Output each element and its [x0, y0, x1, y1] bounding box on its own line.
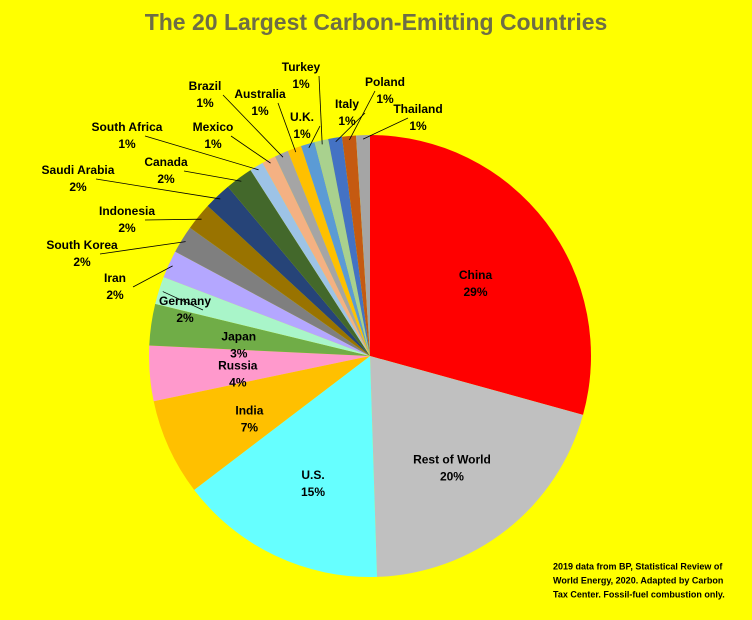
- slice-label: Russia: [218, 359, 258, 373]
- slice-label: Thailand: [393, 102, 442, 116]
- footnote: World Energy, 2020. Adapted by Carbon: [553, 575, 723, 585]
- slice-label: South Africa: [92, 120, 163, 134]
- pie-slice: [149, 345, 370, 402]
- leader-line: [335, 112, 366, 143]
- slice-label: Japan: [221, 329, 256, 343]
- leader-line: [183, 170, 242, 182]
- slice-label: U.K.: [290, 110, 314, 124]
- leader-line: [362, 117, 409, 140]
- pie-slice: [342, 135, 370, 356]
- slice-label: China: [459, 268, 493, 282]
- leader-line: [99, 241, 186, 255]
- slice-label: Brazil: [189, 79, 222, 93]
- slice-label: Rest of World: [413, 452, 491, 466]
- slice-label: Mexico: [193, 120, 234, 134]
- pie-slice: [314, 138, 370, 356]
- slice-value: 1%: [293, 127, 311, 141]
- slice-value: 2%: [157, 172, 175, 186]
- leader-line: [132, 265, 173, 288]
- leader-line: [318, 75, 323, 145]
- pie-slice: [262, 156, 370, 356]
- leader-line: [230, 135, 271, 164]
- slice-label: South Korea: [46, 238, 118, 252]
- slice-value: 2%: [106, 288, 124, 302]
- slice-value: 2%: [118, 221, 136, 235]
- slice-label: Turkey: [282, 60, 321, 74]
- pie-slice: [175, 227, 370, 356]
- leader-line: [144, 135, 259, 171]
- chart-title: The 20 Largest Carbon-Emitting Countries: [145, 9, 608, 35]
- pie-slice: [250, 162, 370, 356]
- slice-label: Saudi Arabia: [42, 163, 115, 177]
- slice-value: 1%: [196, 96, 214, 110]
- pie-slice: [370, 356, 584, 577]
- slice-label: Italy: [335, 97, 359, 111]
- slice-value: 1%: [251, 104, 269, 118]
- slice-value: 1%: [204, 137, 222, 151]
- slice-value: 15%: [301, 485, 325, 499]
- slice-value: 1%: [118, 137, 136, 151]
- slice-value: 3%: [230, 346, 248, 360]
- leader-line: [222, 94, 284, 158]
- pie-slice: [328, 136, 370, 356]
- slice-label: Australia: [234, 87, 286, 101]
- slice-value: 7%: [241, 420, 259, 434]
- slice-label: India: [235, 403, 263, 417]
- slice-value: 2%: [176, 311, 194, 325]
- slice-value: 20%: [440, 469, 464, 483]
- slice-label: Indonesia: [99, 204, 155, 218]
- pie-slice: [370, 135, 591, 415]
- leader-line: [162, 291, 204, 311]
- pie-slice: [301, 142, 370, 356]
- leader-line: [277, 102, 297, 153]
- leader-line: [308, 125, 321, 148]
- pie-slice: [275, 150, 370, 356]
- slice-value: 1%: [292, 77, 310, 91]
- pie-slice: [163, 251, 370, 356]
- slice-value: 2%: [73, 255, 91, 269]
- pie-slice: [355, 135, 370, 356]
- slice-value: 1%: [338, 114, 356, 128]
- slice-label: Poland: [365, 75, 405, 89]
- slice-label: Germany: [159, 294, 211, 308]
- slice-label: Iran: [104, 271, 126, 285]
- pie-slice: [189, 206, 370, 356]
- leader-line: [349, 90, 376, 141]
- pie-slice: [194, 356, 378, 577]
- slice-value: 29%: [464, 285, 488, 299]
- slice-value: 1%: [409, 119, 427, 133]
- leader-line: [95, 178, 221, 200]
- footnote: Tax Center. Fossil-fuel combustion only.: [553, 589, 725, 599]
- pie-slice: [227, 170, 370, 356]
- pie-slice: [287, 146, 370, 356]
- pie-slice: [155, 277, 370, 356]
- slice-value: 4%: [229, 376, 247, 390]
- slice-label: U.S.: [301, 468, 324, 482]
- slice-value: 2%: [69, 180, 87, 194]
- leader-line: [144, 218, 202, 221]
- pie-slice: [149, 303, 370, 356]
- slice-label: Canada: [144, 155, 188, 169]
- footnote: 2019 data from BP, Statistical Review of: [553, 561, 723, 571]
- slice-value: 1%: [376, 92, 394, 106]
- pie-slice: [207, 186, 370, 356]
- pie-slice: [153, 356, 370, 490]
